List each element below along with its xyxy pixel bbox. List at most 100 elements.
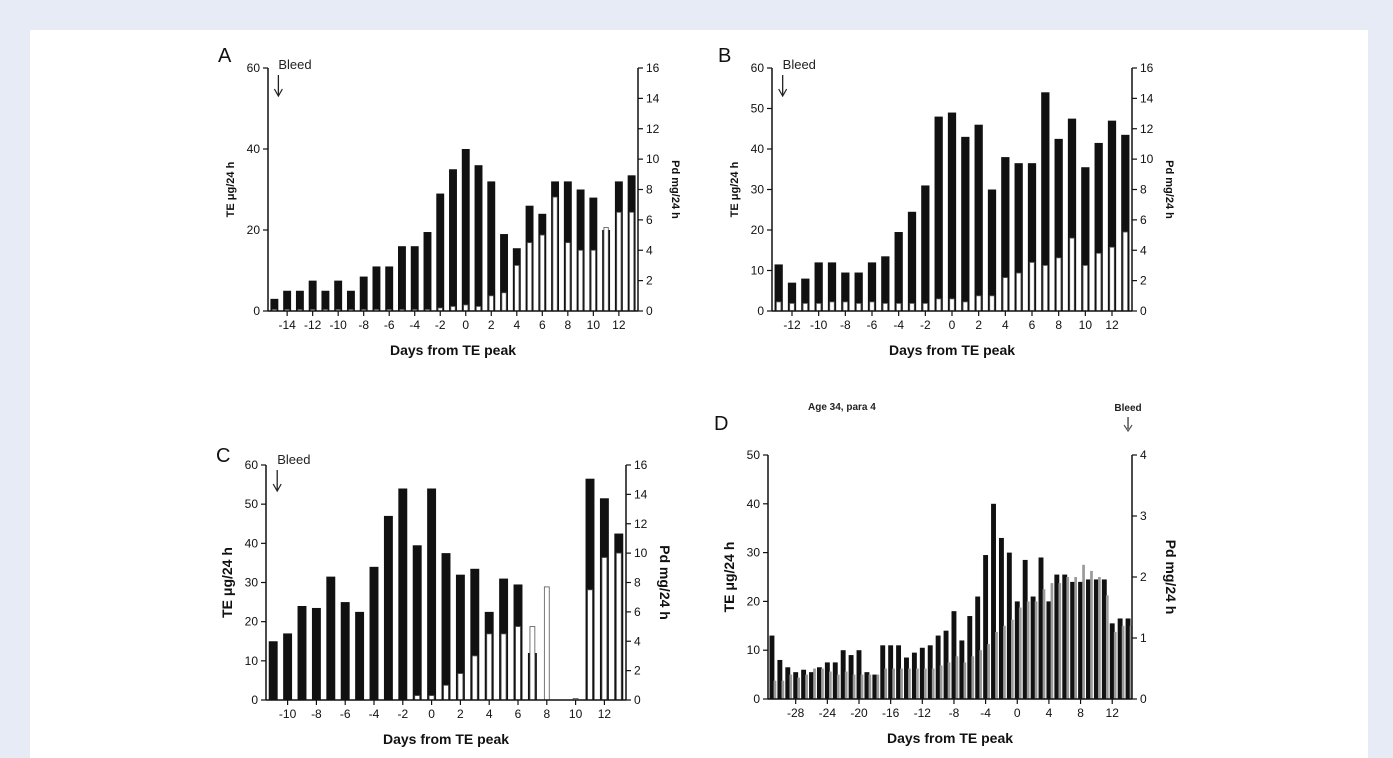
x-tick-label: 8 xyxy=(543,707,550,721)
x-tick-label: 10 xyxy=(1079,318,1093,332)
pd-bar xyxy=(603,227,609,312)
pd-bar xyxy=(514,265,520,312)
left-tick-label: 60 xyxy=(247,61,261,75)
te-bar xyxy=(268,641,278,700)
pd-bar xyxy=(1002,277,1009,312)
te-bar xyxy=(935,635,941,699)
x-tick-label: 12 xyxy=(1106,706,1120,720)
te-bar xyxy=(894,232,903,311)
pd-bar xyxy=(955,656,959,699)
te-bar xyxy=(1101,579,1107,699)
pd-bar xyxy=(1069,237,1075,312)
right-tick-label: 2 xyxy=(634,664,641,678)
pd-bar xyxy=(892,668,895,699)
right-tick-label: 10 xyxy=(634,546,648,560)
pd-bar xyxy=(789,674,793,699)
x-tick-label: -10 xyxy=(810,318,828,332)
x-tick-label: -28 xyxy=(787,706,805,720)
pd-bar xyxy=(908,668,911,699)
pd-bar xyxy=(615,552,622,701)
te-bar xyxy=(1001,157,1010,311)
x-tick-label: -8 xyxy=(311,707,322,721)
te-bar xyxy=(372,266,381,311)
x-tick-label: -6 xyxy=(340,707,351,721)
pd-bar xyxy=(486,633,493,701)
pd-bar xyxy=(935,298,942,312)
pd-bar xyxy=(457,673,464,701)
x-tick-label: 4 xyxy=(513,318,520,332)
te-bar xyxy=(427,488,437,700)
pd-bar xyxy=(773,680,777,699)
pd-bar xyxy=(616,211,622,312)
te-bar xyxy=(1094,142,1103,311)
pd-bar xyxy=(488,295,494,312)
pd-bar xyxy=(939,665,943,699)
pd-bar xyxy=(1029,261,1035,312)
y-axis-label-left: TE μg/24 h xyxy=(225,161,237,217)
te-bar xyxy=(785,667,791,699)
te-bar xyxy=(326,576,336,700)
pd-bar xyxy=(1058,583,1062,699)
te-bar xyxy=(283,290,292,311)
panel-letter: D xyxy=(714,413,728,435)
te-bar xyxy=(848,655,854,699)
figure-panel: A 0 20 40 60 0 2 4 6 8 10 12 14 16 -14 -12 -10 -8 -6 -4 -2 0 2… xyxy=(30,30,1368,758)
te-bar xyxy=(1109,623,1115,699)
te-bar xyxy=(907,211,917,311)
te-bar xyxy=(311,607,321,700)
x-tick-label: 10 xyxy=(587,318,601,332)
right-tick-label: 12 xyxy=(634,517,648,531)
te-bar xyxy=(841,272,850,311)
te-bar xyxy=(787,282,797,311)
te-bar xyxy=(474,165,483,311)
te-bar xyxy=(814,262,823,311)
left-tick-label: 20 xyxy=(245,615,259,629)
pd-bar xyxy=(1026,601,1030,699)
te-bar xyxy=(436,193,445,311)
right-tick-label: 8 xyxy=(634,576,641,590)
right-tick-label: 1 xyxy=(1140,631,1147,645)
pd-bar xyxy=(1090,570,1093,699)
pd-bar xyxy=(1113,631,1117,699)
left-tick-label: 50 xyxy=(747,448,761,462)
x-axis-label: Days from TE peak xyxy=(887,730,1013,746)
te-bar xyxy=(801,278,810,311)
te-bar xyxy=(777,659,783,699)
te-bar xyxy=(975,596,981,699)
x-tick-label: -4 xyxy=(369,707,380,721)
te-bar xyxy=(423,232,432,311)
x-tick-label: -12 xyxy=(783,318,801,332)
te-bar xyxy=(824,662,830,699)
left-tick-label: 10 xyxy=(747,643,761,657)
x-tick-label: 10 xyxy=(569,707,583,721)
chart-panel-c: C 0 10 20 30 40 50 60 0 2 4 6 8 10 12 14 16 -10 -8 -6 -4 -2 0 2… xyxy=(216,445,673,747)
x-tick-label: 0 xyxy=(462,318,469,332)
pd-bar xyxy=(1055,257,1062,312)
pd-bar xyxy=(979,650,983,699)
x-axis-label: Days from TE peak xyxy=(383,731,509,747)
te-bar xyxy=(455,574,465,700)
x-tick-label: -8 xyxy=(840,318,851,332)
te-bar xyxy=(1014,163,1023,311)
te-bar xyxy=(297,606,307,700)
bleed-label: Bleed xyxy=(278,57,311,72)
x-tick-label: 0 xyxy=(428,707,435,721)
x-tick-label: -4 xyxy=(409,318,420,332)
y-axis-label-right: Pd mg/24 h xyxy=(657,545,673,620)
x-tick-label: -2 xyxy=(920,318,931,332)
pd-bar xyxy=(1129,625,1133,699)
te-bar xyxy=(346,290,355,311)
te-bar xyxy=(500,234,508,311)
right-tick-label: 12 xyxy=(646,122,660,136)
te-bar xyxy=(441,553,451,700)
left-tick-label: 40 xyxy=(751,142,765,156)
right-tick-label: 14 xyxy=(634,487,648,501)
pd-bar xyxy=(539,234,545,312)
pd-bar xyxy=(1015,272,1022,312)
pd-bar xyxy=(962,301,969,312)
te-bar xyxy=(809,672,814,699)
te-bar xyxy=(967,616,973,699)
te-bar xyxy=(991,503,996,699)
te-bar xyxy=(398,488,408,700)
